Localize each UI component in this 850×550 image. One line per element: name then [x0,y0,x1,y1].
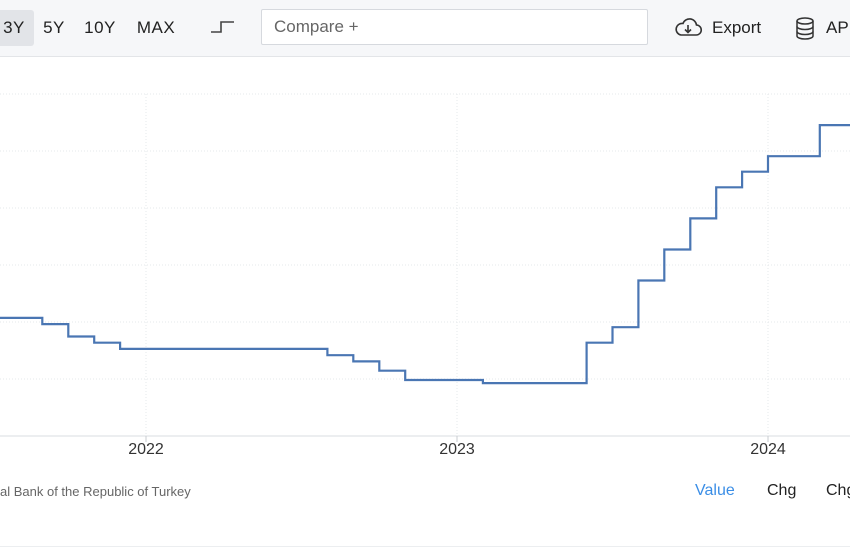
data-point [326,354,329,357]
data-point [41,323,44,326]
x-tick-label: 2024 [750,441,786,458]
data-point [585,341,588,344]
data-point [715,186,718,189]
range-button-10y[interactable]: 10Y [84,18,116,37]
range-button-5y[interactable]: 5Y [43,18,65,37]
data-point [404,379,407,382]
api-label: AP [826,18,849,37]
step-chart-icon[interactable] [208,16,238,40]
cloud-download-icon [675,18,703,36]
api-button[interactable]: AP [794,10,850,46]
x-tick-label: 2022 [128,441,164,458]
data-point [119,347,122,350]
grid-lines [0,93,850,437]
compare-search-box [261,9,648,45]
data-point [689,217,692,220]
mode-button-chg[interactable]: Chg [767,482,797,499]
data-point [352,360,355,363]
data-point [378,369,381,372]
rate-series-line [0,124,850,385]
chart-toolbar: 3Y 5Y 10Y MAX Export AP [0,0,850,57]
data-point [767,155,770,158]
data-point [637,279,640,282]
x-axis-ticks: 2022 2023 2024 [128,436,786,458]
data-point [67,335,70,338]
data-point [663,248,666,251]
data-point [611,326,614,329]
range-button-3y[interactable]: 3Y [0,10,34,46]
series-layer [0,124,850,385]
mode-button-chg-pct[interactable]: Chg [826,482,850,499]
export-label: Export [712,18,762,37]
data-point [481,382,484,385]
data-point [818,124,821,127]
data-point [741,170,744,173]
data-point [93,341,96,344]
compare-input[interactable] [262,10,647,44]
export-button[interactable]: Export [673,10,768,46]
source-attribution: al Bank of the Republic of Turkey [0,484,191,499]
footer-divider [0,546,850,547]
mode-button-value[interactable]: Value [695,482,735,499]
database-icon [796,17,814,40]
range-button-max[interactable]: MAX [136,18,176,37]
x-tick-label: 2023 [439,441,475,458]
rate-chart: 2022 2023 2024 [0,93,850,458]
